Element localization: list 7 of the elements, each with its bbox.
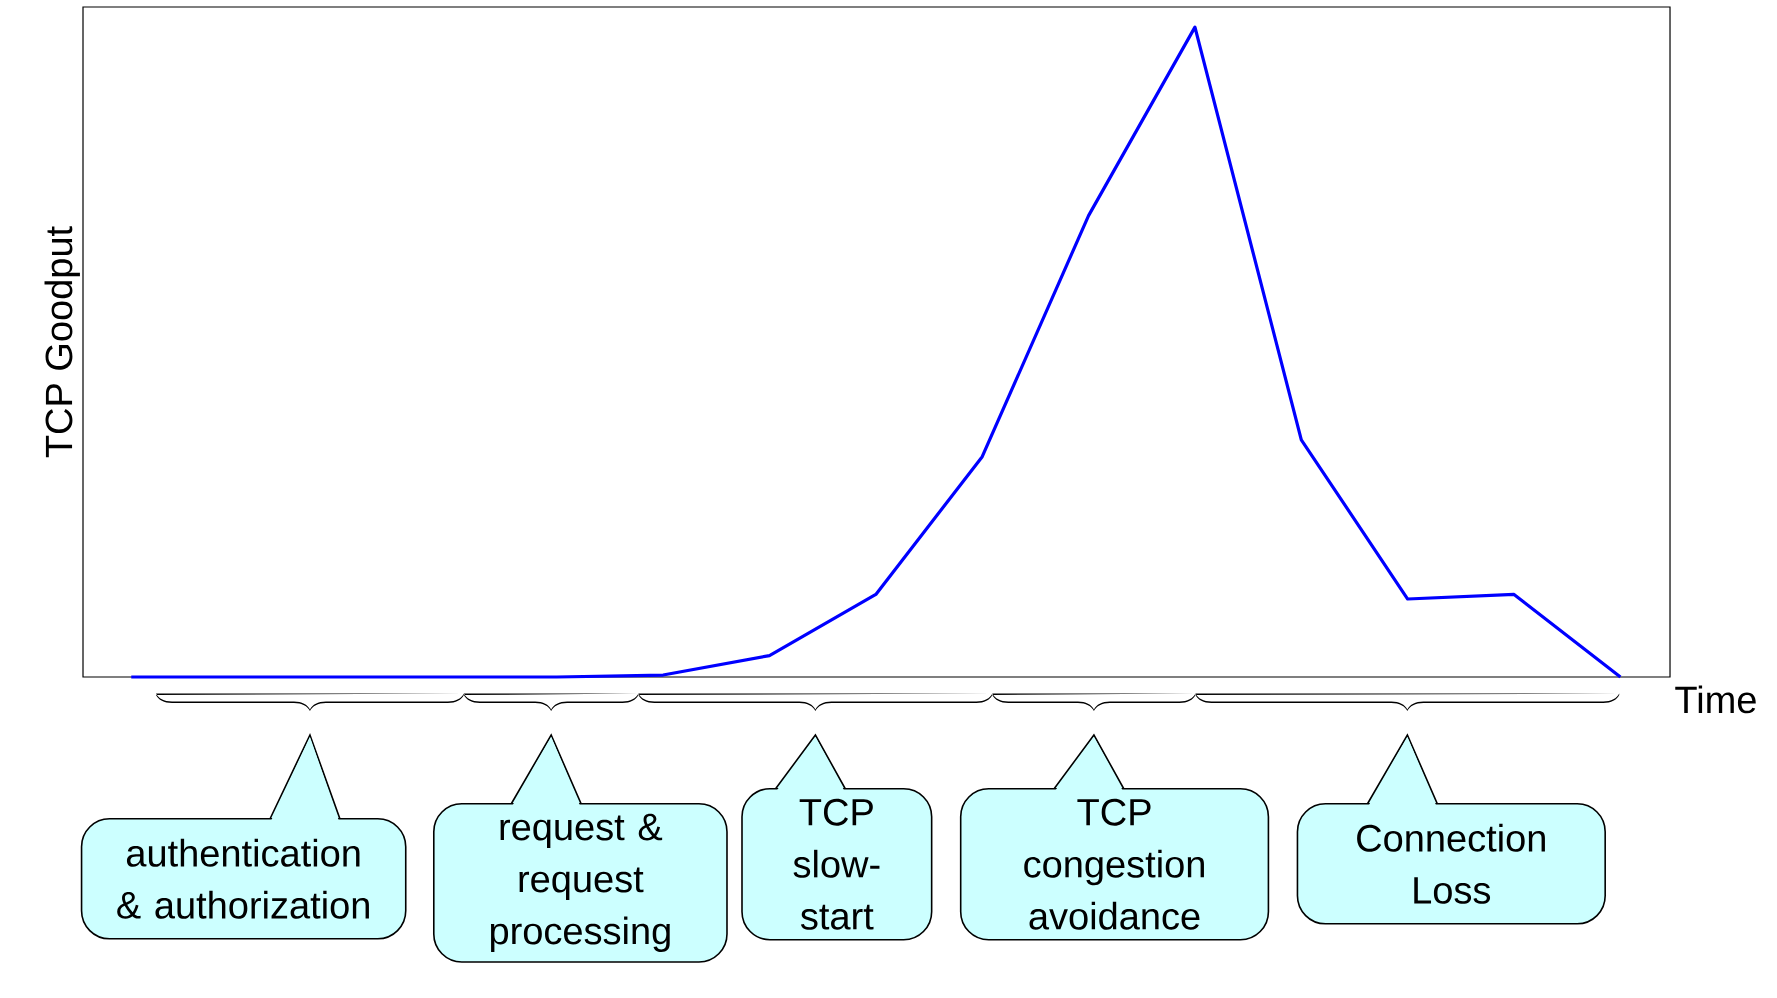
text: TCP congestion avoidance (1024, 798, 1204, 930)
text: authentication & authorization (117, 838, 369, 919)
x-axis-title: Time (1675, 685, 1756, 714)
text: request & request processing (490, 813, 670, 952)
y-axis-title: TCP Goodput (44, 226, 80, 458)
text: Connection Loss (1357, 823, 1545, 904)
text: TCP slow-start (793, 798, 880, 930)
